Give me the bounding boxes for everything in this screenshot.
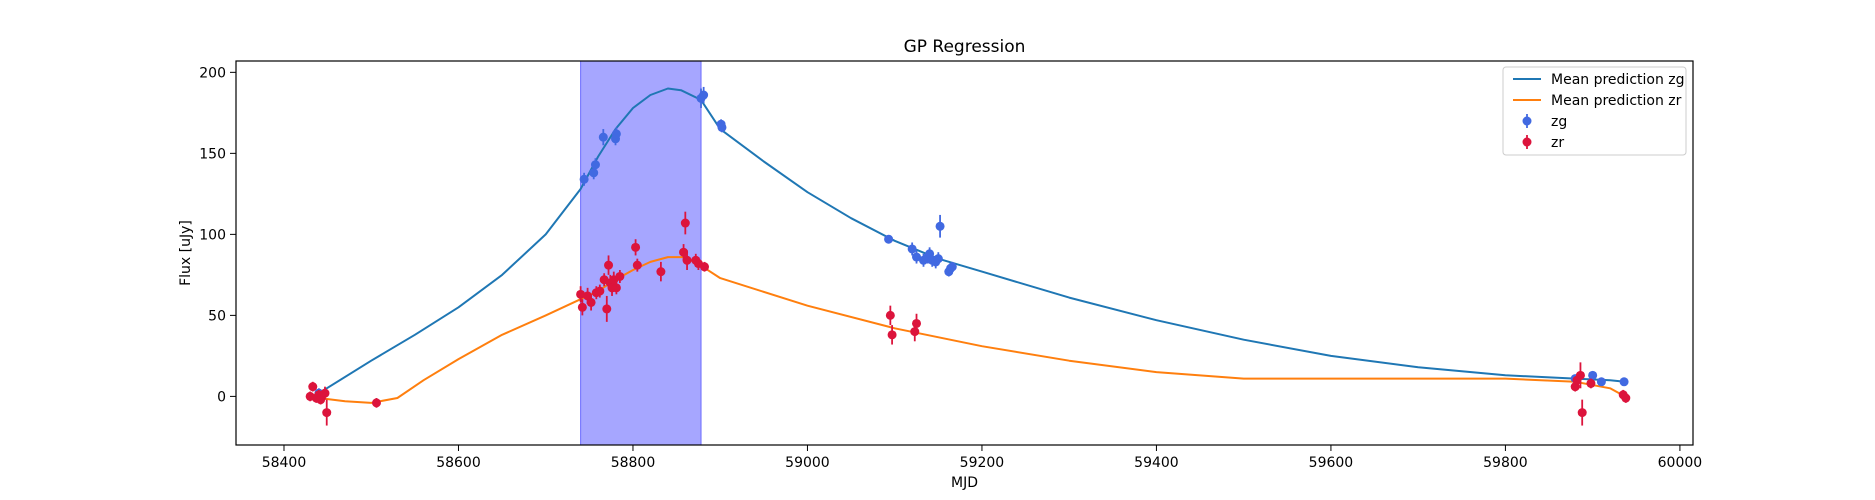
data-point [1621,393,1631,403]
data-point [320,388,330,398]
axes-frame [235,60,1694,446]
x-tick-label: 60000 [1658,455,1703,471]
series-line-mean-prediction-zg [318,87,1626,395]
x-tick-label: 59200 [960,455,1005,471]
data-point [947,262,957,272]
data-point [604,260,614,270]
data-point [699,90,709,100]
data-point [907,244,917,254]
x-tick-label: 58800 [611,455,656,471]
data-point [910,327,920,337]
x-tick-label: 58400 [262,455,307,471]
data-point [615,271,625,281]
x-tick-label: 59400 [1134,455,1179,471]
legend-label: Mean prediction zg [1551,72,1685,88]
legend-marker-swatch [1522,116,1532,126]
data-point [595,286,605,296]
data-point [1577,408,1587,418]
y-tick-label: 50 [208,308,226,324]
data-point [632,260,642,270]
x-tick-label: 59800 [1483,455,1528,471]
chart-title: GP Regression [904,37,1026,57]
data-point [884,234,894,244]
data-point [577,302,587,312]
data-point [579,174,589,184]
legend: Mean prediction zg Mean prediction zr zg zr [1502,66,1687,156]
data-point [611,283,621,293]
data-point [322,408,332,418]
y-tick-label: 200 [199,65,226,81]
y-tick-label: 0 [217,389,226,405]
legend-box [1502,66,1687,156]
data-point [598,132,608,142]
data-point [656,267,666,277]
legend-label: Mean prediction zr [1551,93,1682,109]
data-point [933,254,943,264]
x-tick-label: 59000 [785,455,830,471]
data-point [602,304,612,314]
data-point [586,297,596,307]
data-point [590,160,600,170]
data-point [682,255,692,265]
legend-label: zr [1551,135,1564,151]
data-point [680,218,690,228]
data-point [700,262,710,272]
y-axis-label: Flux [uJy] [178,220,194,286]
series-points-zr [305,211,1631,426]
data-point [631,242,641,252]
x-tick-label: 58600 [436,455,481,471]
x-axis-label: MJD [951,475,978,491]
data-point [1575,370,1585,380]
data-point [611,129,621,139]
data-point [316,395,326,405]
data-point [885,310,895,320]
data-point [1596,377,1606,387]
data-point [1586,378,1596,388]
y-tick-label: 100 [199,227,226,243]
legend-marker-swatch [1522,137,1532,147]
data-point [717,122,727,132]
data-point [576,289,586,299]
legend-label: zg [1551,114,1567,130]
y-tick-label: 150 [199,146,226,162]
data-point [1588,370,1598,380]
data-point [308,382,318,392]
data-point [912,318,922,328]
data-point [887,330,897,340]
data-point [371,398,381,408]
plot-area: 58400 58600 58800 59000 59200 59400 59600 59800… [199,60,1703,471]
data-point [912,252,922,262]
data-point [935,221,945,231]
data-point [679,247,689,257]
x-tick-label: 59600 [1309,455,1354,471]
data-point [1619,377,1629,387]
data-point [589,168,599,178]
